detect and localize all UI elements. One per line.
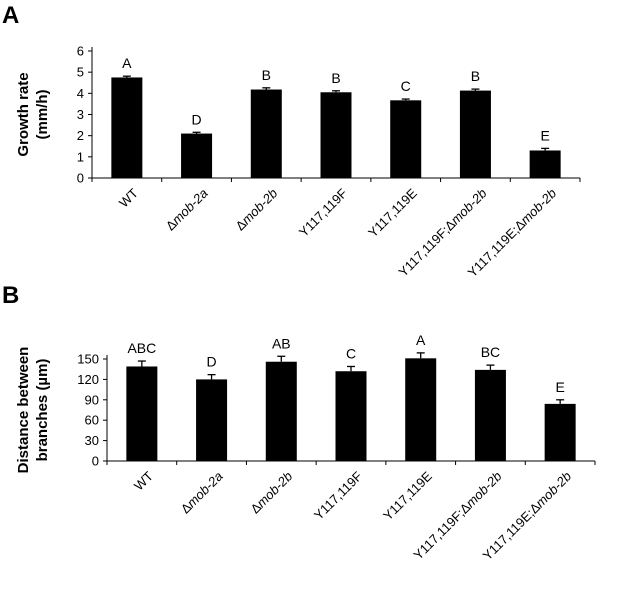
branch-distance-chart: Distance between branches (µm) 0 30 60 90 120 1… [15, 332, 596, 563]
category-label: WT [116, 185, 141, 210]
significance-label: E [555, 379, 564, 395]
significance-label: B [331, 70, 340, 86]
y-tick-label: 0 [92, 454, 99, 469]
y-axis-label-line: branches (µm) [34, 359, 51, 462]
y-tick-label: 2 [77, 128, 84, 143]
bar [250, 89, 282, 178]
bar [335, 371, 367, 461]
category-label: WT [131, 468, 156, 493]
category-label: Y117,119E [380, 468, 435, 523]
significance-label: BC [481, 344, 500, 360]
y-tick-label: 1 [77, 149, 84, 164]
category-label-part: mob-2b [532, 469, 574, 511]
bar [474, 369, 506, 461]
category-label-part: Y117,119E [380, 468, 435, 523]
bar [405, 358, 437, 461]
category-label-part: WT [116, 185, 141, 210]
category-label-part: mob-2b [239, 186, 281, 228]
y-tick-label: 3 [77, 107, 84, 122]
bar [390, 100, 422, 178]
y-tick-label: 4 [77, 86, 84, 101]
significance-label: C [346, 345, 356, 361]
y-tick-label: 5 [77, 65, 84, 80]
category-label-part: mob-2b [254, 469, 296, 511]
significance-label: A [122, 55, 132, 71]
bar [265, 361, 297, 461]
category-label-part: WT [131, 468, 156, 493]
significance-label: A [416, 332, 426, 348]
panel-a-letter: A [2, 2, 19, 29]
bar [111, 77, 143, 178]
category-label: Δmob-2b [232, 186, 280, 234]
y-tick-label: 0 [77, 171, 84, 186]
bar [196, 379, 228, 461]
category-label: Y117,119E [365, 185, 420, 240]
category-label-part: Y117,119E;Δ [465, 216, 529, 280]
y-tick-label: 150 [77, 352, 99, 367]
y-axis-label-line: Growth rate [15, 72, 32, 156]
significance-label: ABC [127, 340, 156, 356]
y-tick-label: 6 [77, 44, 84, 59]
category-label: Δmob-2a [163, 186, 211, 234]
significance-label: C [401, 78, 411, 94]
category-label-part: mob-2b [463, 469, 505, 511]
growth-rate-chart: Growth rate (mm/h) 0 1 2 3 4 5 6 A WT D Δmob-2a B Δmob… [15, 44, 581, 280]
category-label-part: Y117,119F [296, 185, 350, 239]
category-label: Y117,119F [311, 468, 365, 522]
y-tick-label: 90 [85, 392, 99, 407]
category-label-part: Y117,119F;Δ [410, 499, 473, 562]
category-label-part: mob-2a [169, 186, 211, 228]
significance-label: AB [272, 335, 291, 351]
category-label-part: Y117,119E [365, 185, 420, 240]
category-label: Δmob-2a [178, 469, 226, 517]
y-tick-label: 30 [85, 433, 99, 448]
bar [126, 366, 158, 461]
bar [459, 90, 491, 178]
category-label: Y117,119F [296, 185, 350, 239]
significance-label: B [262, 67, 271, 83]
significance-label: B [471, 68, 480, 84]
y-axis-label-line: (mm/h) [34, 90, 51, 140]
category-label-part: mob-2b [448, 186, 490, 228]
bar [181, 133, 213, 178]
bar [320, 92, 352, 178]
y-axis-label: Growth rate (mm/h) [15, 72, 51, 156]
y-axis-label-line: Distance between [15, 347, 32, 474]
significance-label: E [540, 127, 549, 143]
category-label-part: Y117,119F [311, 468, 365, 522]
category-label: Δmob-2b [247, 469, 295, 517]
panel-b-letter: B [2, 282, 19, 309]
y-tick-label: 60 [85, 413, 99, 428]
category-label-part: Y117,119E;Δ [480, 499, 544, 563]
significance-label: D [192, 111, 202, 127]
significance-label: D [207, 354, 217, 370]
category-label-part: mob-2b [517, 186, 559, 228]
bar [544, 403, 576, 461]
y-axis-label: Distance between branches (µm) [15, 347, 51, 474]
category-label-part: Y117,119F;Δ [395, 216, 458, 279]
category-label-part: mob-2a [184, 469, 226, 511]
y-tick-label: 120 [77, 372, 99, 387]
bar [529, 150, 561, 178]
